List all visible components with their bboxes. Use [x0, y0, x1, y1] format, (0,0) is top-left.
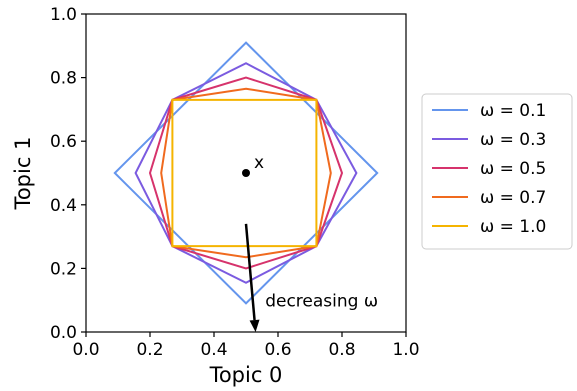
series-line-3: [148, 76, 344, 270]
y-axis-label: Topic 1: [11, 137, 35, 211]
legend-label: ω = 1.0: [480, 217, 546, 237]
x-tick-label: 0.0: [72, 340, 99, 360]
legend-label: ω = 0.7: [480, 188, 546, 208]
center-point-label: x: [254, 153, 264, 173]
series-line-5: [171, 98, 318, 248]
legend-box: [421, 93, 573, 250]
legend-label: ω = 0.5: [480, 159, 546, 179]
y-tick-label: 1.0: [50, 5, 77, 25]
x-tick-label: 0.8: [328, 340, 355, 360]
y-tick-label: 0.4: [50, 196, 77, 216]
x-tick-label: 0.2: [136, 340, 163, 360]
x-axis-ticks: 0.0 0.2 0.4 0.6 0.8 1.0: [72, 332, 420, 360]
plot-frame: [85, 13, 407, 333]
legend-label: ω = 0.1: [480, 101, 546, 121]
series-line-2: [134, 62, 358, 284]
x-tick-label: 1.0: [392, 340, 419, 360]
arrow-label: decreasing ω: [265, 292, 378, 312]
x-tick-label: 0.6: [264, 340, 291, 360]
center-point: [242, 169, 250, 177]
arrow-head: [249, 319, 260, 332]
annotation-layer: x decreasing ω: [242, 153, 378, 332]
y-axis-ticks: 0.0 0.2 0.4 0.6 0.8 1.0: [50, 5, 86, 343]
legend-label: ω = 0.3: [480, 130, 546, 150]
arrow-shaft: [244, 223, 256, 321]
x-tick-label: 0.4: [200, 340, 227, 360]
y-tick-label: 0.2: [50, 259, 77, 279]
y-tick-label: 0.0: [50, 323, 77, 343]
y-tick-label: 0.8: [50, 69, 77, 89]
legend: ω = 0.1 ω = 0.3 ω = 0.5 ω = 0.7 ω = 1.0: [421, 93, 573, 250]
series-layer: [113, 41, 379, 305]
series-line-4: [160, 87, 332, 259]
x-axis-label: Topic 0: [209, 363, 283, 387]
y-tick-label: 0.6: [50, 132, 77, 152]
